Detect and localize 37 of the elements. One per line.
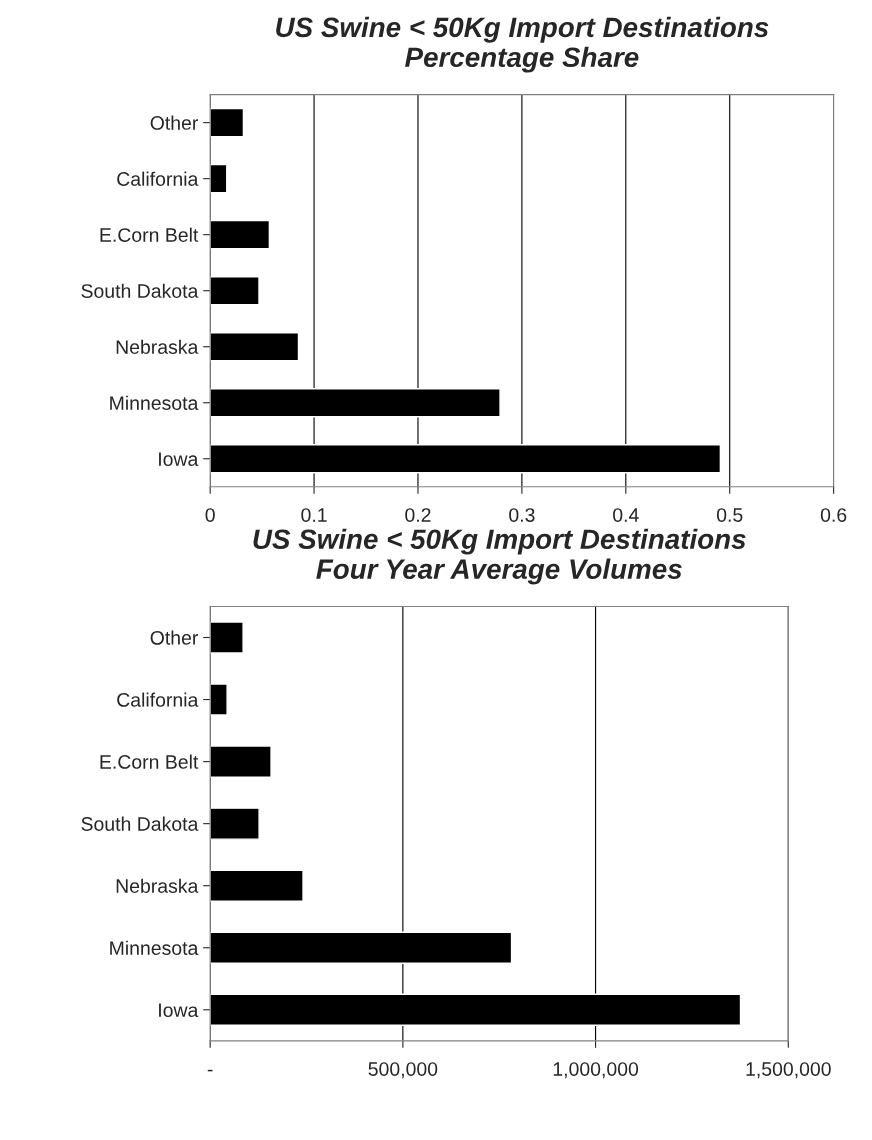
bar <box>210 107 245 138</box>
bar <box>210 745 272 778</box>
y-tick-label: E.Corn Belt <box>100 227 199 242</box>
x-tick-label: 0.1 <box>301 508 327 522</box>
x-tick-label: 500,000 <box>368 1062 438 1079</box>
x-tick-label: - <box>207 1069 213 1072</box>
bar <box>210 275 260 306</box>
y-tick-label: California <box>117 692 199 707</box>
bar <box>210 869 304 902</box>
bar <box>210 163 228 194</box>
chart-title: US Swine < 50Kg Import Destinations Four Year Average Volumes <box>253 528 746 585</box>
y-tick-label: E.Corn Belt <box>100 754 199 769</box>
y-tick-label: Nebraska <box>116 878 199 893</box>
y-tick-label: South Dakota <box>81 816 199 831</box>
bar <box>210 683 228 716</box>
y-tick-label: South Dakota <box>81 283 199 298</box>
y-tick-label: Other <box>150 115 199 130</box>
x-tick-label: 0 <box>205 508 215 522</box>
y-tick-label: Minnesota <box>110 395 199 410</box>
y-tick-label: Other <box>150 630 199 645</box>
x-tick-label: 0.4 <box>613 508 639 522</box>
bar <box>210 621 244 654</box>
y-tick-label: Iowa <box>159 452 199 467</box>
x-tick-label: 0.6 <box>820 508 847 522</box>
bar <box>210 332 300 362</box>
x-tick-label: 0.5 <box>716 508 743 522</box>
y-tick-label: Nebraska <box>116 339 199 354</box>
x-tick-label: 1,500,000 <box>746 1062 831 1079</box>
x-tick-label: 0.2 <box>405 508 431 522</box>
y-tick-label: Iowa <box>159 1003 199 1018</box>
bar <box>210 807 260 840</box>
y-tick-label: California <box>117 171 199 186</box>
bar <box>210 219 271 250</box>
y-tick-label: Minnesota <box>110 940 199 955</box>
x-tick-label: 1,000,000 <box>553 1062 639 1079</box>
chart-title: US Swine < 50Kg Import Destinations Percentage Share <box>276 16 769 73</box>
x-tick-label: 0.3 <box>509 508 535 522</box>
